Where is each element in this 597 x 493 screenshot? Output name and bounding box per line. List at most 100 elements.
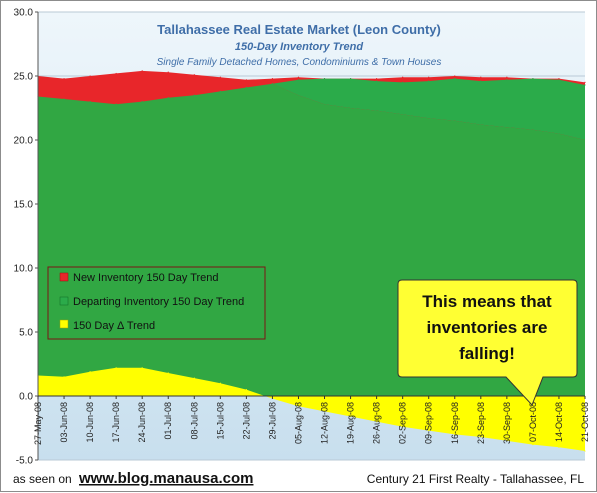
point-new-inventory — [454, 75, 456, 77]
x-tick-label: 22-Jul-08 — [241, 402, 251, 440]
x-tick-label: 10-Jun-08 — [85, 402, 95, 443]
x-tick-label: 09-Sep-08 — [424, 402, 434, 444]
legend-box — [47, 266, 266, 340]
point-departing-inventory — [584, 84, 586, 86]
point-delta-trend — [219, 382, 221, 384]
point-departing-inventory — [219, 90, 221, 92]
point-departing-inventory — [506, 79, 508, 81]
point-delta-trend — [141, 367, 143, 369]
x-tick-label: 26-Aug-08 — [372, 402, 382, 444]
legend: New Inventory 150 Day Trend Departing In… — [47, 266, 266, 340]
point-delta-trend — [532, 444, 534, 446]
point-new-inventory — [115, 72, 117, 75]
point-departing-inventory — [89, 101, 91, 103]
chart-subtitle: 150-Day Inventory Trend — [235, 41, 363, 53]
x-tick-label: 19-Aug-08 — [346, 402, 356, 444]
point-delta-trend — [323, 410, 326, 412]
point-departing-inventory — [532, 77, 534, 80]
x-axis-ticks: 27-May-08 03-Jun-08 10-Jun-08 17-Jun-08 24-J… — [33, 396, 590, 445]
x-tick-label: 27-May-08 — [33, 402, 43, 445]
x-tick-label: 15-Jul-08 — [215, 402, 225, 440]
x-tick-label: 17-Jun-08 — [111, 402, 121, 443]
x-tick-label: 02-Sep-08 — [398, 402, 408, 444]
point-delta-trend — [480, 436, 482, 438]
point-departing-inventory — [115, 103, 117, 105]
point-new-inventory — [480, 76, 482, 78]
y-tick-label: 25.0 — [14, 72, 34, 83]
point-delta-trend — [506, 440, 508, 442]
point-new-inventory — [402, 76, 404, 78]
x-tick-label: 21-Oct-08 — [580, 402, 590, 442]
y-tick-label: 5.0 — [19, 328, 33, 339]
legend-swatch-departing-inventory — [59, 296, 69, 306]
point-delta-trend — [454, 433, 456, 435]
point-delta-trend — [428, 429, 430, 432]
point-delta-trend — [245, 389, 247, 391]
y-tick-label: -5.0 — [16, 456, 34, 467]
y-tick-label: 10.0 — [14, 264, 34, 275]
point-delta-trend — [376, 421, 378, 423]
point-delta-trend — [297, 405, 300, 407]
callout-line-3: falling! — [459, 344, 515, 363]
point-departing-inventory — [558, 79, 560, 81]
legend-label-departing-inventory: Departing Inventory 150 Day Trend — [73, 296, 244, 308]
point-departing-inventory — [454, 77, 456, 80]
point-new-inventory — [167, 71, 169, 73]
point-departing-inventory — [480, 80, 482, 82]
callout-line-1: This means that — [422, 292, 552, 311]
point-new-inventory — [584, 81, 586, 83]
point-delta-trend — [63, 376, 65, 378]
legend-label-delta-trend: 150 Day Δ Trend — [73, 320, 155, 332]
legend-swatch-delta-trend — [59, 319, 69, 329]
footer-blog-link[interactable]: www.blog.manausa.com — [78, 470, 253, 487]
chart-title: Tallahassee Real Estate Market (Leon Cou… — [157, 22, 441, 37]
x-tick-label: 05-Aug-08 — [293, 402, 303, 444]
point-departing-inventory — [376, 80, 378, 82]
point-new-inventory — [141, 70, 143, 72]
y-tick-label: 0.0 — [19, 392, 33, 403]
point-delta-trend — [193, 377, 195, 379]
point-delta-trend — [167, 372, 169, 374]
x-tick-label: 01-Jul-08 — [163, 402, 173, 440]
point-delta-trend — [89, 371, 91, 373]
point-departing-inventory — [193, 94, 195, 96]
x-tick-label: 16-Sep-08 — [450, 402, 460, 444]
point-new-inventory — [193, 74, 195, 76]
y-tick-label: 30.0 — [14, 8, 34, 19]
callout-bubble: This means that inventories are falling! — [397, 279, 578, 406]
x-tick-label: 30-Sep-08 — [502, 402, 512, 444]
point-delta-trend — [349, 415, 352, 418]
callout-line-2: inventories are — [427, 318, 548, 337]
x-tick-label: 23-Sep-08 — [476, 402, 486, 444]
callout-shape — [397, 279, 578, 406]
point-departing-inventory — [297, 79, 300, 81]
point-new-inventory — [245, 79, 247, 81]
point-departing-inventory — [402, 81, 404, 83]
point-new-inventory — [506, 76, 508, 78]
point-delta-trend — [558, 446, 560, 448]
y-tick-label: 20.0 — [14, 136, 34, 147]
point-delta-trend — [115, 367, 117, 369]
x-tick-label: 12-Aug-08 — [320, 402, 330, 444]
point-departing-inventory — [141, 101, 143, 103]
point-new-inventory — [271, 77, 274, 80]
chart-subtitle-2: Single Family Detached Homes, Condominiu… — [157, 57, 442, 68]
point-departing-inventory — [167, 97, 169, 99]
point-delta-trend — [402, 426, 404, 428]
point-new-inventory — [428, 76, 430, 78]
x-tick-label: 08-Jul-08 — [189, 402, 199, 440]
x-tick-label: 07-Oct-08 — [528, 402, 538, 442]
x-tick-label: 03-Jun-08 — [59, 402, 69, 443]
point-new-inventory — [89, 75, 91, 77]
point-departing-inventory — [63, 98, 65, 100]
legend-swatch-new-inventory — [59, 272, 69, 282]
footer-company: Century 21 First Realty - Tallahassee, F… — [367, 472, 585, 486]
x-tick-label: 24-Jun-08 — [137, 402, 147, 443]
point-new-inventory — [297, 76, 300, 78]
point-new-inventory — [376, 77, 378, 80]
point-new-inventory — [63, 77, 65, 80]
point-new-inventory — [558, 77, 560, 80]
point-departing-inventory — [271, 83, 274, 85]
